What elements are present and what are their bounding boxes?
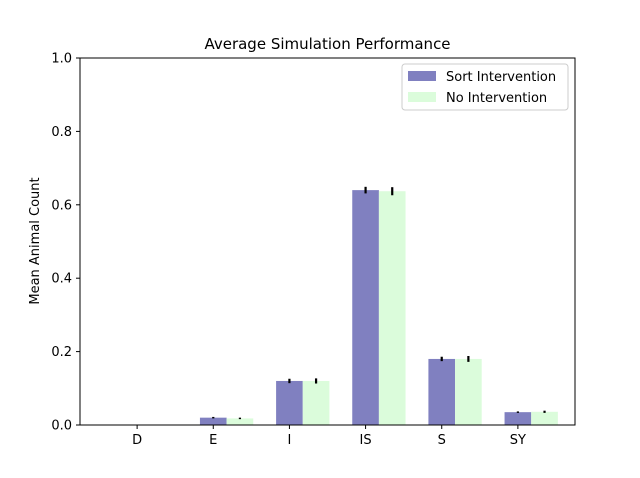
bar-sort-intervention-sy (504, 412, 532, 425)
x-tick-label: S (438, 433, 446, 448)
y-tick-label: 0.6 (51, 198, 72, 213)
y-tick-label: 0.4 (51, 272, 72, 287)
x-tick-label: E (209, 433, 217, 448)
bar-no-intervention-is (378, 191, 406, 425)
error-bars-layer (136, 186, 546, 425)
y-tick-label: 0.0 (51, 419, 72, 434)
bar-no-intervention-s (455, 358, 482, 425)
x-axis: D E I IS S SY (132, 425, 526, 448)
x-tick-label: SY (510, 433, 526, 448)
bar-no-intervention-i (302, 380, 330, 425)
y-tick-label: 0.8 (51, 125, 72, 140)
x-tick-label: I (288, 433, 292, 448)
legend-label: No Intervention (446, 91, 547, 106)
bar-sort-intervention-s (428, 358, 456, 425)
legend-frame (401, 63, 569, 111)
bar-sort-intervention-i (276, 380, 303, 425)
plot-area-frame (79, 57, 576, 426)
bar-no-intervention-sy (531, 411, 558, 425)
bars-layer (199, 190, 558, 425)
legend-swatch (408, 71, 436, 81)
legend-swatch (408, 92, 436, 102)
bar-sort-intervention-is (352, 190, 379, 425)
x-tick-label: IS (360, 433, 372, 448)
y-axis: 0.0 0.2 0.4 0.6 0.8 1.0 (51, 52, 80, 434)
x-tick-label: D (132, 433, 142, 448)
y-tick-label: 1.0 (51, 52, 72, 67)
bar-sort-intervention-e (199, 417, 227, 425)
legend: Sort Intervention No Intervention (401, 63, 569, 111)
bar-no-intervention-e (226, 418, 254, 425)
chart-title: Average Simulation Performance (204, 35, 450, 53)
y-axis-label: Mean Animal Count (28, 177, 43, 304)
legend-label: Sort Intervention (446, 70, 556, 85)
y-tick-label: 0.2 (51, 345, 72, 360)
